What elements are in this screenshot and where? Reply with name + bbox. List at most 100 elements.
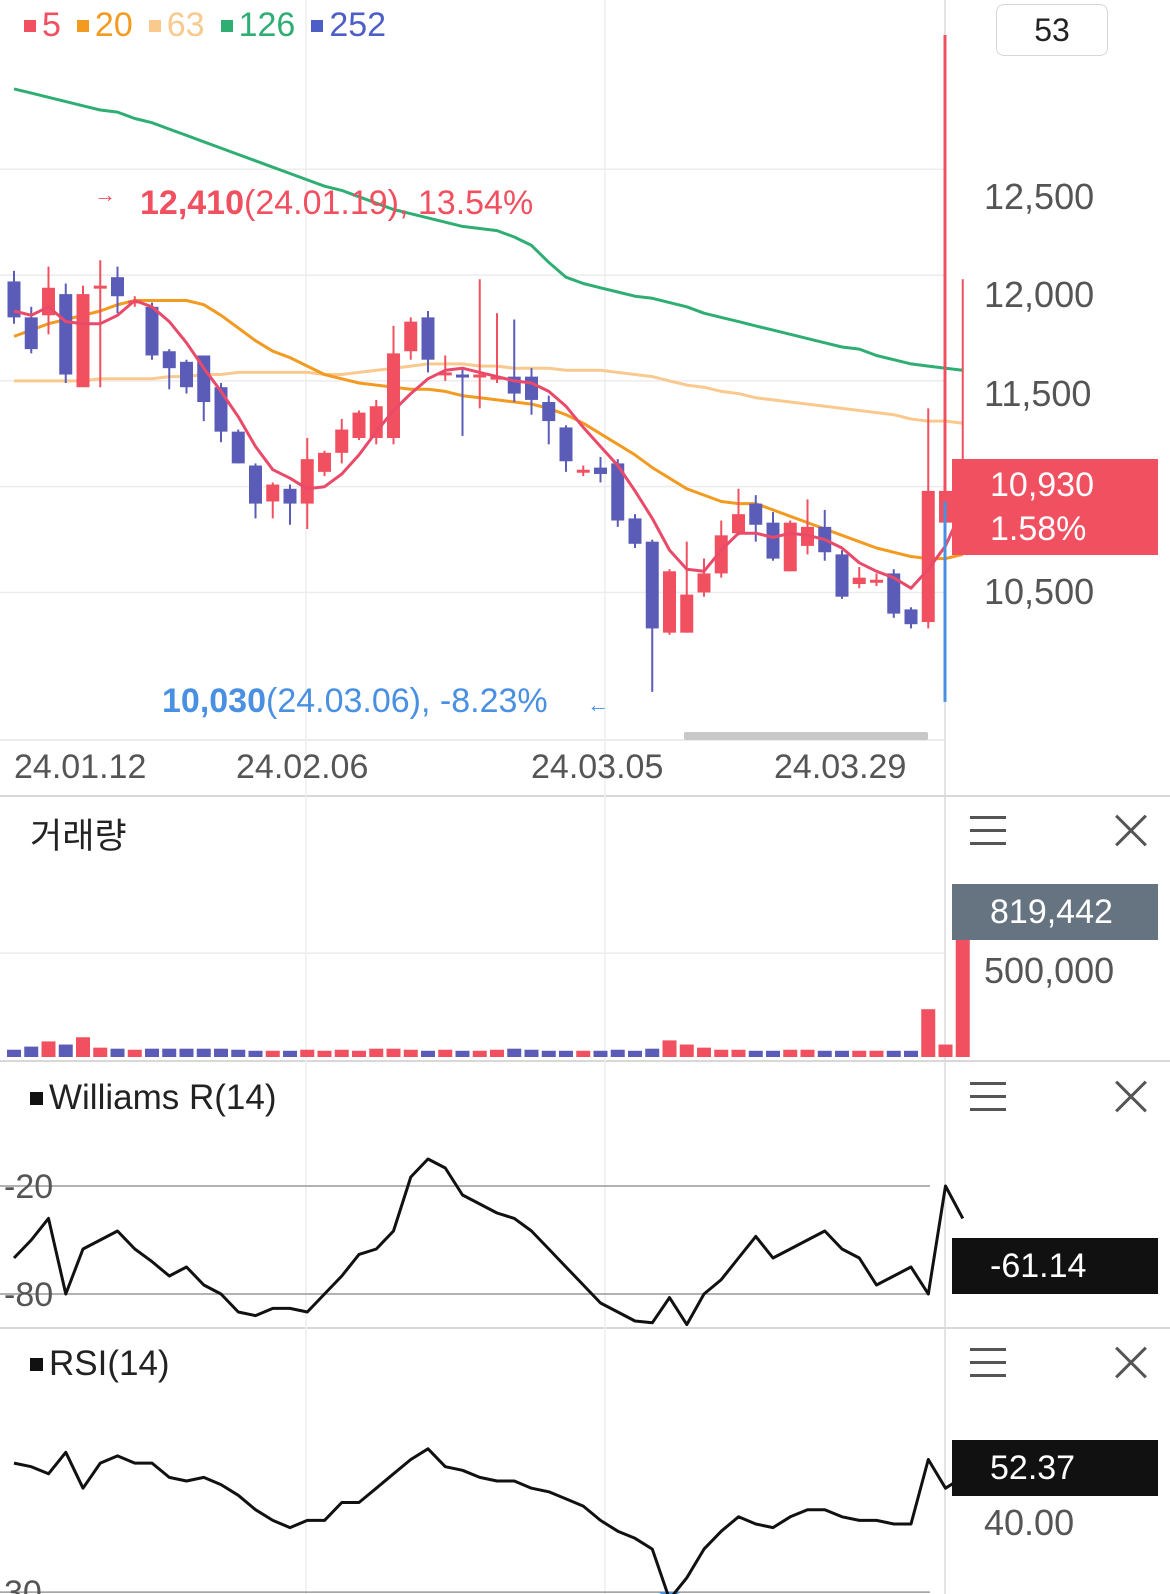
volume-bar [179,1048,194,1057]
candle-body [197,355,211,403]
williams-menu-icon[interactable] [970,1082,1006,1112]
volume-bar [610,1049,625,1057]
candle-body [852,577,866,584]
volume-bar [334,1049,349,1057]
candle-body [628,518,642,544]
volume-bar [576,1050,591,1057]
candle-body [318,452,331,472]
candle-body [335,429,349,453]
current-price-value: 10,930 [990,466,1094,504]
volume-axis-label: 500,000 [984,950,1115,991]
volume-bar [145,1048,159,1057]
volume-bar [265,1050,280,1057]
volume-bar [645,1048,660,1057]
date-label: 24.03.29 [774,748,907,786]
volume-close-icon[interactable] [1114,814,1148,848]
rsi-title-text: RSI(14) [49,1344,170,1383]
legend-item-ma20[interactable]: 20 [76,6,133,45]
price-axis-label: 12,000 [984,274,1095,315]
legend-swatch-ma126 [220,19,233,32]
low-annotation: 10,030(24.03.06), -8.23% ← [162,682,609,721]
date-label: 24.03.05 [531,748,664,786]
legend-label-ma5: 5 [42,6,61,44]
volume-bar [386,1048,401,1057]
volume-bar [127,1049,142,1057]
ma5-line [13,299,965,590]
williams-close-icon[interactable] [1114,1080,1148,1114]
volume-bar [524,1049,539,1057]
high-arrow-icon: → [94,182,116,207]
legend-label-ma126: 126 [238,6,296,44]
candle-body [663,571,676,633]
volume-bar [817,1050,832,1057]
volume-bar [455,1050,470,1057]
legend-item-ma252[interactable]: 252 [311,6,386,45]
candle-body [180,361,193,388]
high-annotation: → 12,410(24.01.19), 13.54% [94,182,533,223]
legend-label-ma20: 20 [94,6,133,44]
volume-menu-icon[interactable] [970,816,1006,846]
price-axis-label: 12,500 [984,176,1095,217]
volume-bar [196,1048,211,1057]
candle-body [266,484,280,502]
volume-bar [852,1050,867,1057]
current-price-change: 1.58% [990,510,1087,548]
candle-body [594,467,607,474]
legend-label-ma63: 63 [166,6,205,44]
candle-body [783,522,797,572]
legend-swatch-ma20 [76,19,89,32]
williams-title-text: Williams R(14) [49,1078,277,1117]
legend-label-ma252: 252 [329,6,387,44]
legend-item-ma126[interactable]: 126 [220,6,296,45]
volume-bar [472,1050,487,1057]
volume-bar [921,1009,936,1057]
candle-body [456,374,469,378]
williams-panel-title: Williams R(14) [30,1078,277,1118]
rsi-menu-icon[interactable] [970,1348,1006,1378]
volume-bar [835,1050,849,1057]
candle-body [93,285,107,289]
volume-bar [869,1050,884,1057]
candle-body [387,353,400,438]
volume-bar [300,1049,315,1057]
volume-bar [714,1049,729,1057]
volume-bar [7,1049,21,1057]
candle-body [404,321,418,352]
candle-body [59,294,73,375]
volume-bar [507,1048,522,1057]
timeframe-button[interactable]: 53 [996,4,1108,56]
candle-body [473,374,487,378]
candle-body [921,490,935,623]
volume-bar [559,1050,573,1057]
low-value: 10,030 [162,682,266,720]
williams-level-label: -20 [4,1168,53,1206]
volume-bar [679,1044,694,1057]
candle-body [421,317,435,360]
volume-bar [748,1050,763,1057]
volume-bar [438,1049,453,1057]
volume-bar [214,1048,228,1057]
williams-level-label: -80 [4,1276,53,1314]
candle-body [680,594,694,633]
candle-body [76,294,90,388]
volume-bar [490,1049,504,1057]
candle-body [352,412,366,438]
ma-legend: 5 20 63 126 252 [24,6,386,45]
legend-item-ma63[interactable]: 63 [148,6,205,45]
candle-body [111,277,124,297]
volume-bar [697,1047,711,1057]
candle-body [438,372,452,376]
candle-body [283,488,297,504]
volume-bar [904,1050,918,1057]
legend-item-ma5[interactable]: 5 [24,6,61,45]
volume-bar [421,1050,435,1057]
low-arrow-icon: ← [587,692,610,717]
volume-bar [24,1046,39,1057]
candle-body [887,573,901,614]
rsi-axis-label: 40.00 [984,1502,1075,1543]
rsi-close-icon[interactable] [1114,1346,1148,1380]
price-axis-label: 11,500 [984,373,1092,414]
williams-line [12,1157,965,1327]
high-value: 12,410 [140,184,244,222]
